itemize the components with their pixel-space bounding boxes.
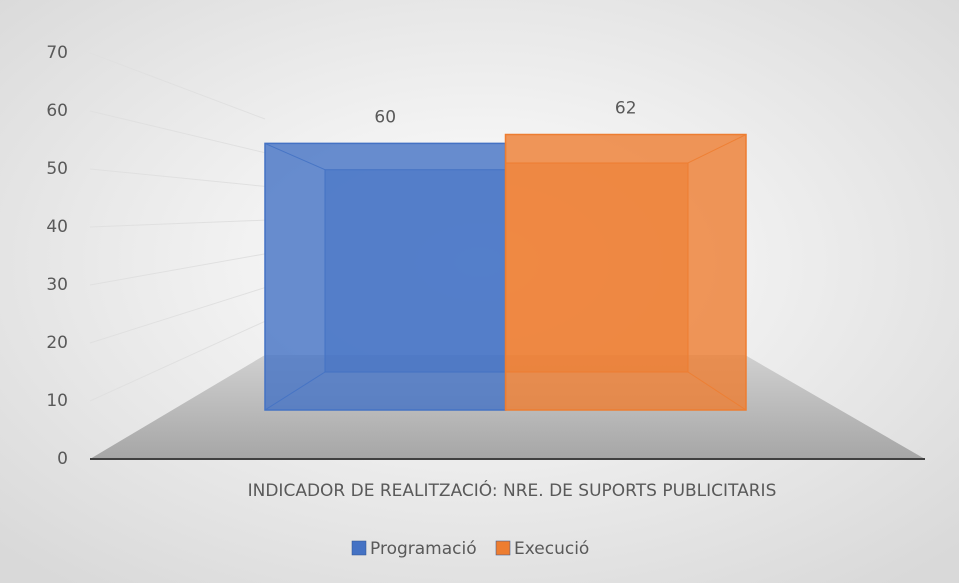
y-tick-label: 40 xyxy=(46,217,68,237)
grid-line xyxy=(89,52,266,120)
grid-line xyxy=(89,110,266,154)
y-tick-label: 60 xyxy=(46,101,68,121)
bar-face xyxy=(687,134,747,164)
bar-face xyxy=(504,133,747,411)
bar-face xyxy=(264,371,326,411)
category-label: INDICADOR DE REALITZACIÓ: NRE. DE SUPORT… xyxy=(248,479,777,501)
bar-face xyxy=(264,142,507,411)
legend-label: Execució xyxy=(514,539,589,559)
y-tick-label: 0 xyxy=(57,449,68,469)
y-tick-label: 10 xyxy=(46,391,68,411)
bar-face xyxy=(687,371,747,411)
grid-line xyxy=(89,219,266,228)
grid-line xyxy=(89,287,266,344)
y-tick-label: 20 xyxy=(46,333,68,353)
legend-swatch xyxy=(495,540,511,556)
legend-swatch xyxy=(351,540,367,556)
bar-face xyxy=(264,142,326,171)
grid-line xyxy=(89,320,266,402)
y-tick-label: 30 xyxy=(46,275,68,295)
data-label: 62 xyxy=(615,99,637,119)
legend-label: Programació xyxy=(370,539,477,559)
y-tick-label: 70 xyxy=(46,43,68,63)
bar xyxy=(504,133,747,411)
bar xyxy=(264,142,507,411)
data-label: 60 xyxy=(374,107,396,127)
grid-line xyxy=(89,168,266,187)
y-tick-label: 50 xyxy=(46,159,68,179)
grid-line xyxy=(89,253,266,286)
